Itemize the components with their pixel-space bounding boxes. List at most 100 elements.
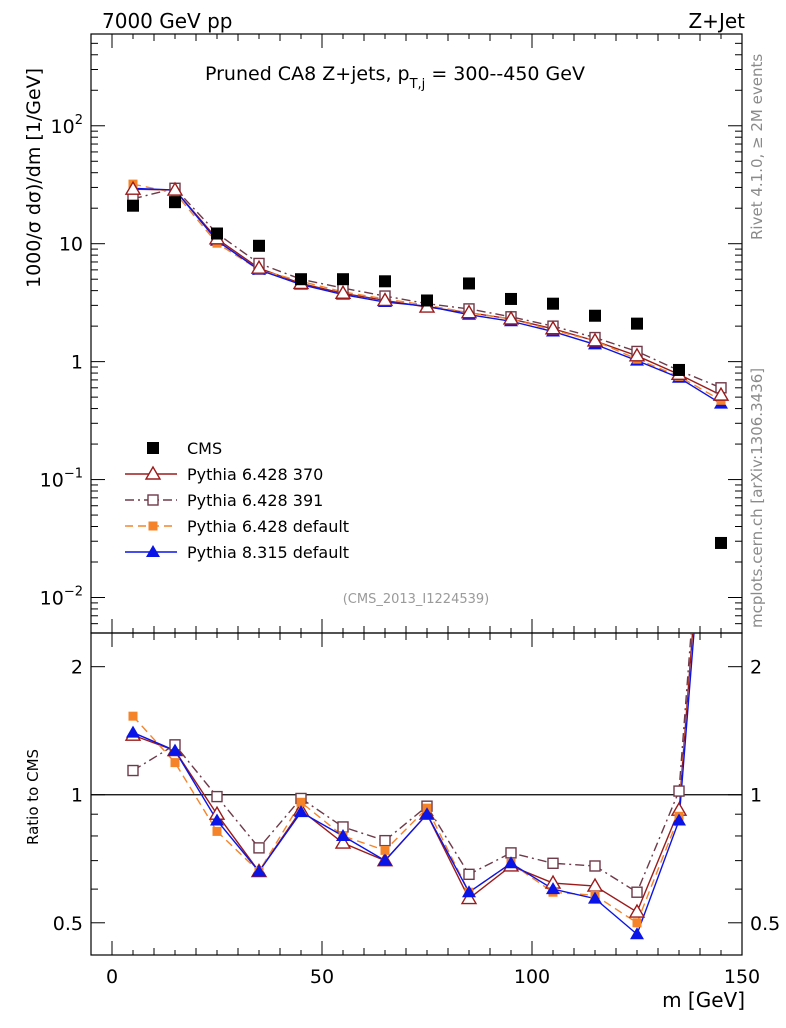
ratio-series-1-line [132,633,692,894]
legend-label: Pythia 8.315 default [187,543,349,562]
main-series-1-point [124,180,142,195]
main-y-tick-exponent: −2 [64,584,83,599]
main-title: Pruned CA8 Z+jets, pT,j = 300--450 GeV [205,63,585,92]
ratio-series-3-point [546,882,560,895]
ratio-series-layer [124,236,728,940]
ratio-series-1-point [547,857,559,869]
main-series-1-point [586,332,604,347]
x-axis-label: m [GeV] [662,988,745,1012]
legend-marker [147,442,159,454]
main-series-0-point [463,277,475,290]
ratio-y-tick-label-left: 2 [71,657,83,679]
main-series-0-point [253,239,265,252]
ratio-y-tick-label-left: 1 [71,785,83,807]
legend-marker [144,465,162,480]
ratio-series-1-point [631,886,643,898]
ratio-series-3-point [294,805,308,818]
main-series-0-point [673,363,685,376]
main-series-1-point [460,304,478,319]
ratio-series-3-point [630,927,644,940]
legend-marker [146,545,160,557]
ratio-series-2-point [632,918,642,928]
ratio-series-3-point [504,856,518,869]
ratio-series-3-point [420,807,434,820]
main-series-1-point [166,181,184,196]
main-series-3-line [132,183,722,401]
ratio-y-tick-label-left: 0.5 [53,913,83,935]
main-series-0-point [631,317,643,330]
legend-label: Pythia 6.428 default [187,517,349,536]
main-y-axis-label: 1000/σ dσ)/dm [1/GeV] [23,68,45,288]
rivet-version-label: Rivet 4.1.0, ≥ 2M events [748,54,766,240]
ratio-series-2-point [170,758,180,768]
ratio-series-2-line [132,633,695,924]
ratio-series-1-point [589,860,601,872]
main-series-1-point [502,310,520,325]
ratio-series-3-point [462,885,476,898]
ratio-series-3-point [126,725,140,738]
ratio-series-1-point [463,868,475,881]
main-y-tick-label: 102 [51,113,83,138]
main-title-text: Pruned CA8 Z+jets, p [205,63,410,85]
x-tick-label: 0 [106,966,118,988]
main-series-0-point [421,294,433,307]
ratio-series-3-point [378,853,392,866]
legend-marker [148,521,158,531]
main-series-0-point [127,199,139,212]
legend-label: Pythia 6.428 391 [187,491,323,510]
main-y-tick-base: 10 [40,587,64,609]
legend-label: CMS [187,439,222,458]
ratio-series-3-point [336,828,350,841]
main-series-0-point [169,196,181,209]
ratio-series-1-point [673,785,685,797]
main-series-1-point [544,320,562,335]
energy-label: 7000 GeV pp [102,9,233,33]
main-series-1-point [376,292,394,307]
legend: CMS Pythia 6.428 370 Pythia 6.428 391 Pythi… [125,439,349,562]
main-title-suffix: = 300--450 GeV [425,63,585,85]
ratio-series-1-point [127,764,139,777]
ratio-series-1-point [379,834,391,847]
x-tick-label: 100 [514,966,550,988]
main-y-tick-base: 10 [40,470,64,492]
main-series-0-point [379,275,391,288]
ratio-series-0-point [334,834,352,849]
ratio-series-1-point [716,236,726,246]
main-y-tick-exponent: −1 [64,467,83,482]
x-tick-label: 150 [724,966,760,988]
main-series-0-point [337,273,349,286]
ratio-y-tick-label-right: 1 [750,785,762,807]
legend-label: Pythia 6.428 370 [187,465,323,484]
ratio-y-tick-label-right: 2 [750,657,762,679]
main-series-0-point [295,273,307,286]
main-y-tick-label: 10−1 [40,467,83,492]
main-series-1-point [712,386,730,401]
ratio-series-2-point [717,278,726,287]
legend-marker [147,494,159,506]
ratio-series-2-point [380,845,390,855]
ratio-series-1-point [211,790,223,803]
ratio-series-2-point [128,711,138,721]
main-series-0-point [547,297,559,310]
ratio-panel-frame [90,632,743,956]
ratio-series-0-point [628,903,646,918]
ratio-series-2-point [296,797,306,807]
main-series-0-point [715,536,727,549]
ratio-y-tick-label-right: 0.5 [750,913,780,935]
ratio-series-0-point [714,254,728,266]
main-series-layer [124,179,730,549]
ratio-series-3-line [132,633,695,936]
main-series-1-point [628,347,646,362]
ratio-series-3-point [588,891,602,904]
ratio-series-3-point [210,813,224,826]
main-series-0-point [589,309,601,322]
main-y-tick-label: 1 [71,352,83,374]
main-series-1-point [250,259,268,274]
main-y-tick-base: 10 [51,116,75,138]
main-y-tick-exponent: 2 [75,113,83,128]
main-series-0-point [505,292,517,305]
ratio-series-3-point [672,813,686,826]
